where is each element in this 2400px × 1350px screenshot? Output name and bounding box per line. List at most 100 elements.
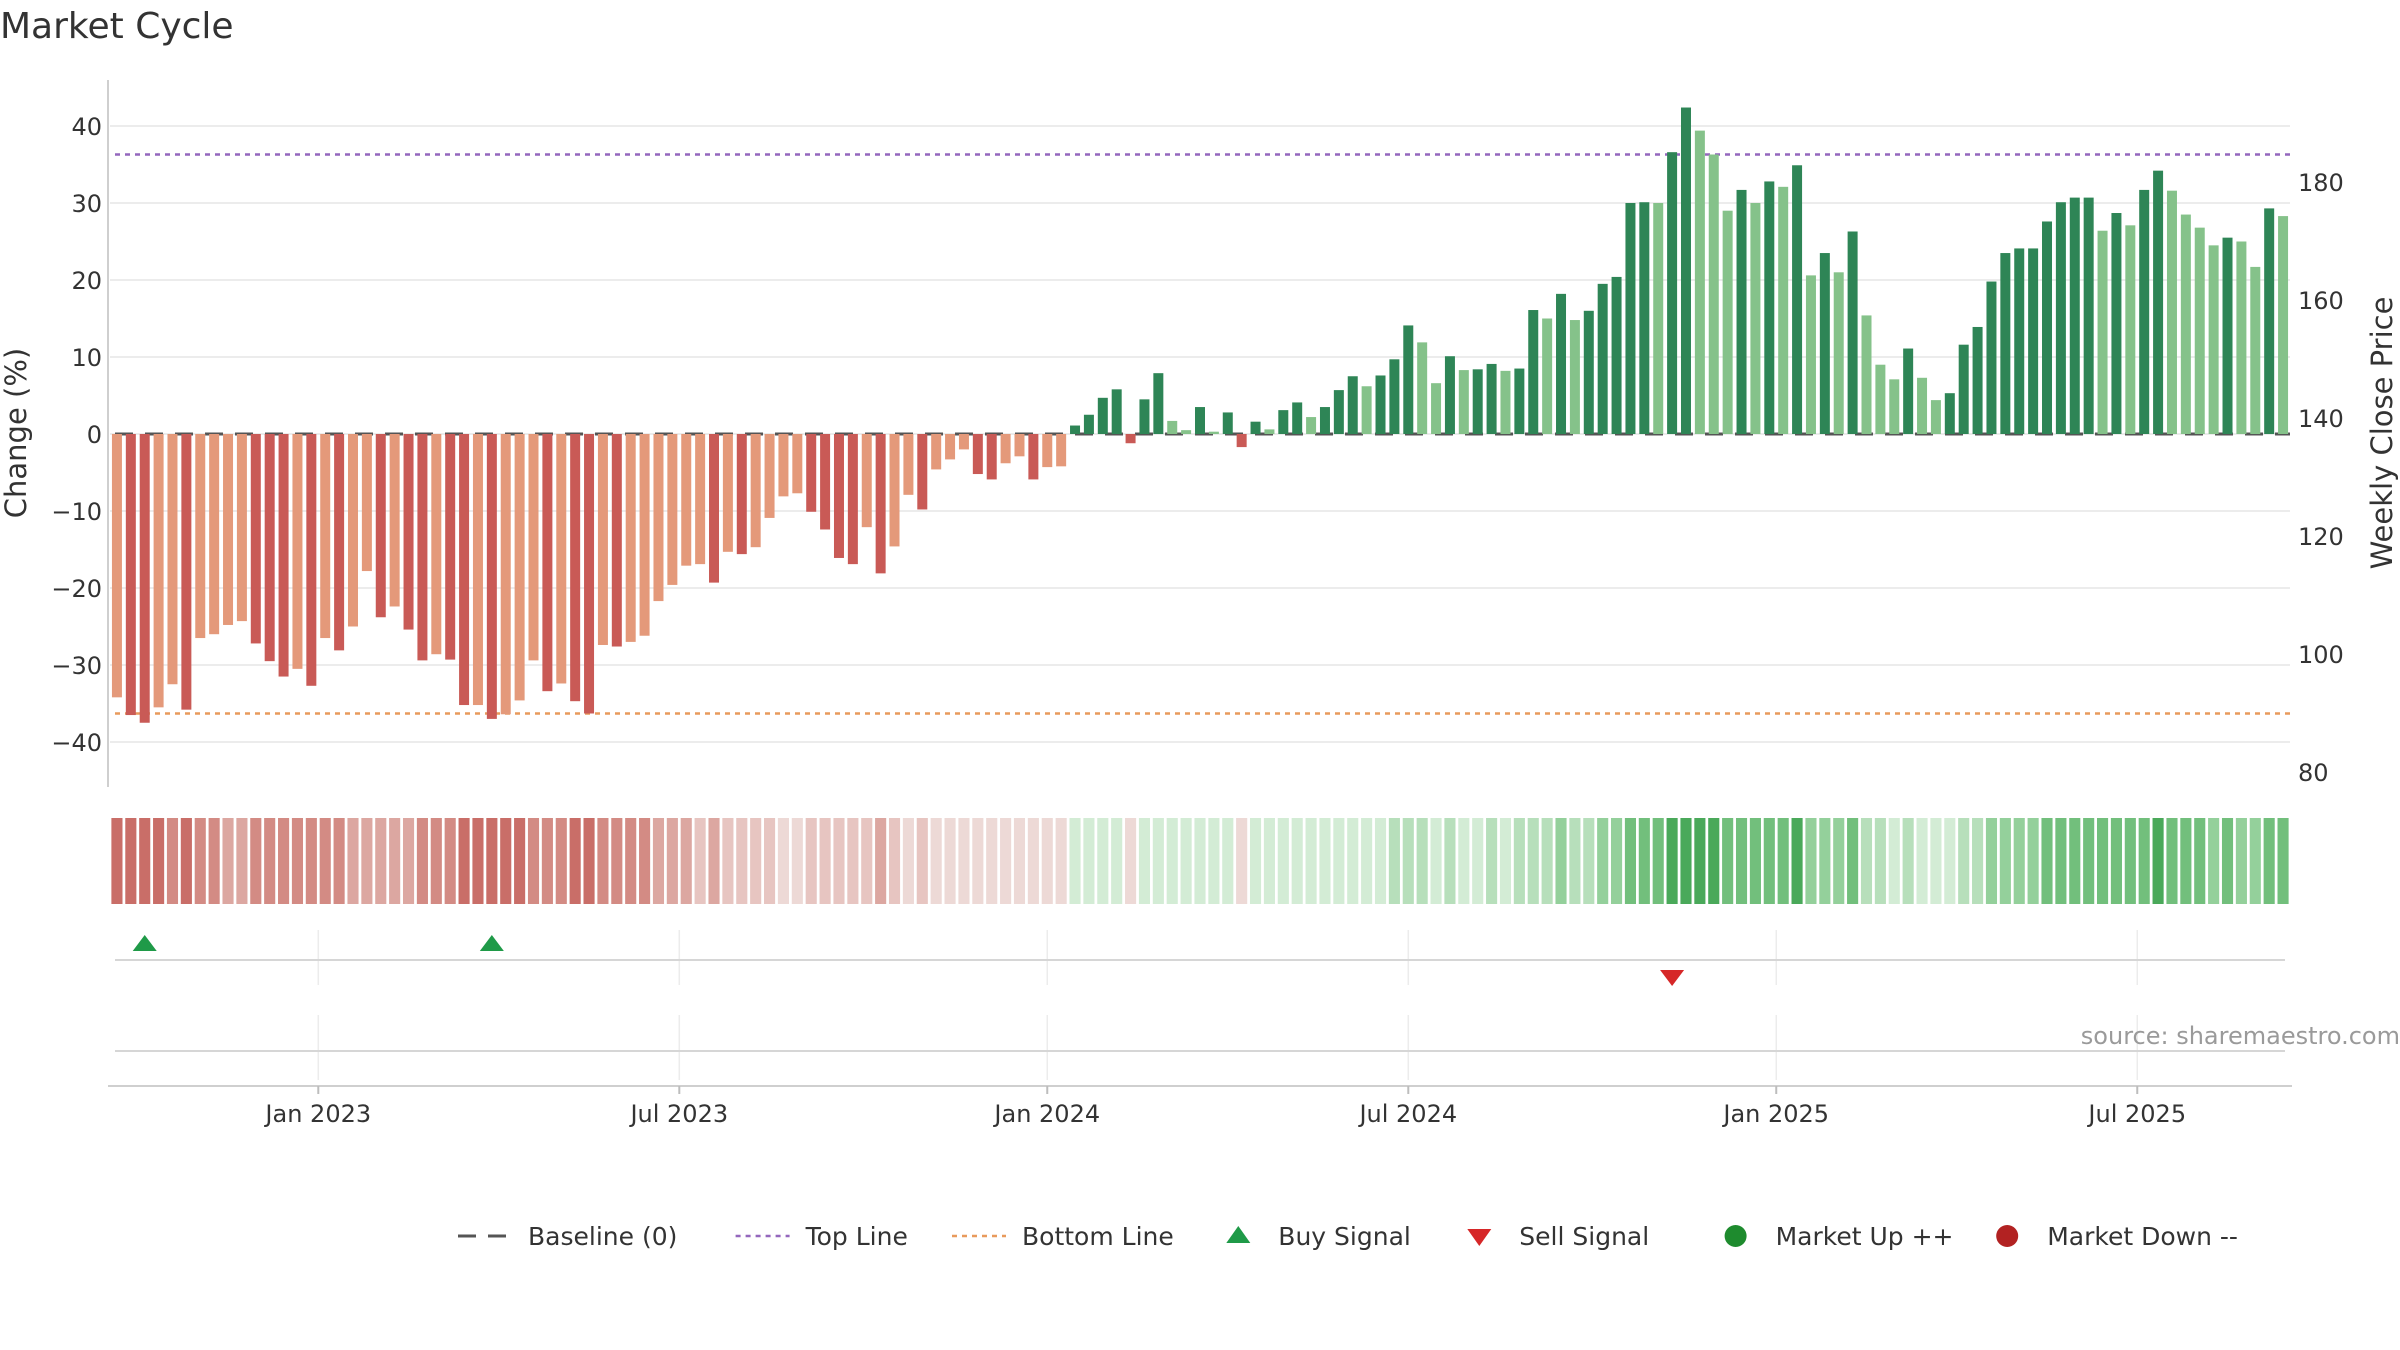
heatmap-cell [1694, 818, 1706, 904]
heatmap-cell [1513, 818, 1525, 904]
heatmap-cell [2027, 818, 2039, 904]
heatmap-cell [1930, 818, 1942, 904]
heatmap-cell [805, 818, 817, 904]
change-bar [1653, 203, 1664, 434]
y-right-tick-label: 80 [2298, 759, 2329, 787]
buy-signal-marker [132, 935, 157, 951]
change-bar [2000, 253, 2011, 434]
heatmap-cell [1916, 818, 1928, 904]
heatmap-cell [1263, 818, 1275, 904]
heatmap-cell [458, 818, 470, 904]
change-bar [625, 434, 636, 642]
change-bar [2278, 216, 2289, 434]
y-left-tick-label: 30 [71, 190, 102, 218]
change-bar [1000, 434, 1011, 464]
change-bar [153, 434, 164, 708]
legend-item: Sell Signal [1467, 1222, 1649, 1251]
heatmap-cell [2221, 818, 2234, 904]
heatmap-cell [666, 818, 678, 904]
heatmap-cell [833, 818, 845, 904]
heatmap-cell [1763, 818, 1775, 904]
change-bar [736, 434, 747, 555]
heatmap-cell [2124, 818, 2136, 904]
change-bar [2069, 197, 2080, 434]
heatmap-cell [1208, 818, 1220, 904]
legend-swatch-triangle-down [1467, 1229, 1492, 1246]
change-bar [1972, 326, 1983, 434]
change-bar [1486, 363, 1497, 434]
heatmap-cell [1083, 818, 1095, 904]
change-bar [1111, 389, 1122, 434]
trend-heatmap [111, 818, 2289, 904]
change-bar [403, 434, 414, 630]
heatmap-cell [2277, 818, 2289, 904]
change-bar [2014, 248, 2025, 434]
heatmap-cell [1444, 818, 1456, 904]
heatmap-cell [1222, 818, 1234, 904]
heatmap-cell [722, 818, 734, 904]
heatmap-cell [180, 818, 192, 904]
heatmap-cell [1111, 818, 1123, 904]
heatmap-cell [694, 818, 706, 904]
heatmap-cell [1055, 818, 1067, 904]
change-bar [847, 434, 858, 565]
change-bar [1569, 320, 1580, 434]
heatmap-cell [1013, 818, 1026, 904]
heatmap-cell [139, 818, 151, 904]
heatmap-cell [2110, 818, 2122, 904]
change-bar [514, 434, 525, 701]
source-label: source: sharemaestro.com [2080, 1022, 2400, 1050]
heatmap-cell [2069, 818, 2081, 904]
heatmap-cell [930, 818, 942, 904]
heatmap-cell [1777, 818, 1789, 904]
heatmap-cell [1333, 818, 1345, 904]
heatmap-cell [764, 818, 776, 904]
change-bar [181, 434, 192, 710]
change-bar [1014, 434, 1025, 457]
change-bar [278, 434, 289, 677]
heatmap-cell [1860, 818, 1873, 904]
change-bar [764, 434, 775, 518]
change-bar [861, 434, 872, 528]
change-bar [2028, 248, 2039, 434]
legend-item: Market Up ++ [1724, 1222, 1954, 1251]
change-bar [2180, 214, 2191, 434]
change-bar [986, 434, 997, 480]
heatmap-cell [125, 818, 137, 904]
change-bar [500, 434, 511, 715]
heatmap-cell [1152, 818, 1164, 904]
heatmap-cell [1027, 818, 1039, 904]
heatmap-cell [1847, 818, 1859, 904]
change-bar [445, 434, 456, 660]
change-bar [2153, 170, 2164, 434]
change-bar [2042, 221, 2053, 434]
y-axis-left-title: Change (%) [0, 348, 33, 518]
heatmap-cell [750, 818, 762, 904]
change-bar [750, 434, 761, 548]
change-bar [1181, 430, 1192, 434]
change-bar [2083, 197, 2094, 434]
change-bar [695, 434, 706, 565]
change-bar [1444, 356, 1455, 434]
heatmap-cell [1138, 818, 1151, 904]
change-bar [1708, 154, 1719, 435]
y-axis-right-title: Weekly Close Price [2365, 297, 2399, 570]
change-bar [1861, 315, 1872, 434]
change-bar [917, 434, 928, 510]
change-bar [556, 434, 567, 684]
heatmap-cell [236, 818, 248, 904]
change-bar [361, 434, 372, 572]
heatmap-cell [1999, 818, 2011, 904]
legend-item: Market Down -- [1996, 1222, 2238, 1251]
heatmap-cell [1583, 818, 1595, 904]
heatmap-cell [916, 818, 928, 904]
heatmap-cell [1638, 818, 1650, 904]
change-bar [2236, 241, 2247, 434]
y-left-tick-label: −30 [51, 652, 102, 680]
change-bar [2194, 227, 2205, 434]
heatmap-cell [2166, 818, 2178, 904]
heatmap-cell [1125, 818, 1137, 904]
heatmap-cell [958, 818, 970, 904]
heatmap-cell [375, 818, 387, 904]
heatmap-cell [2083, 818, 2095, 904]
